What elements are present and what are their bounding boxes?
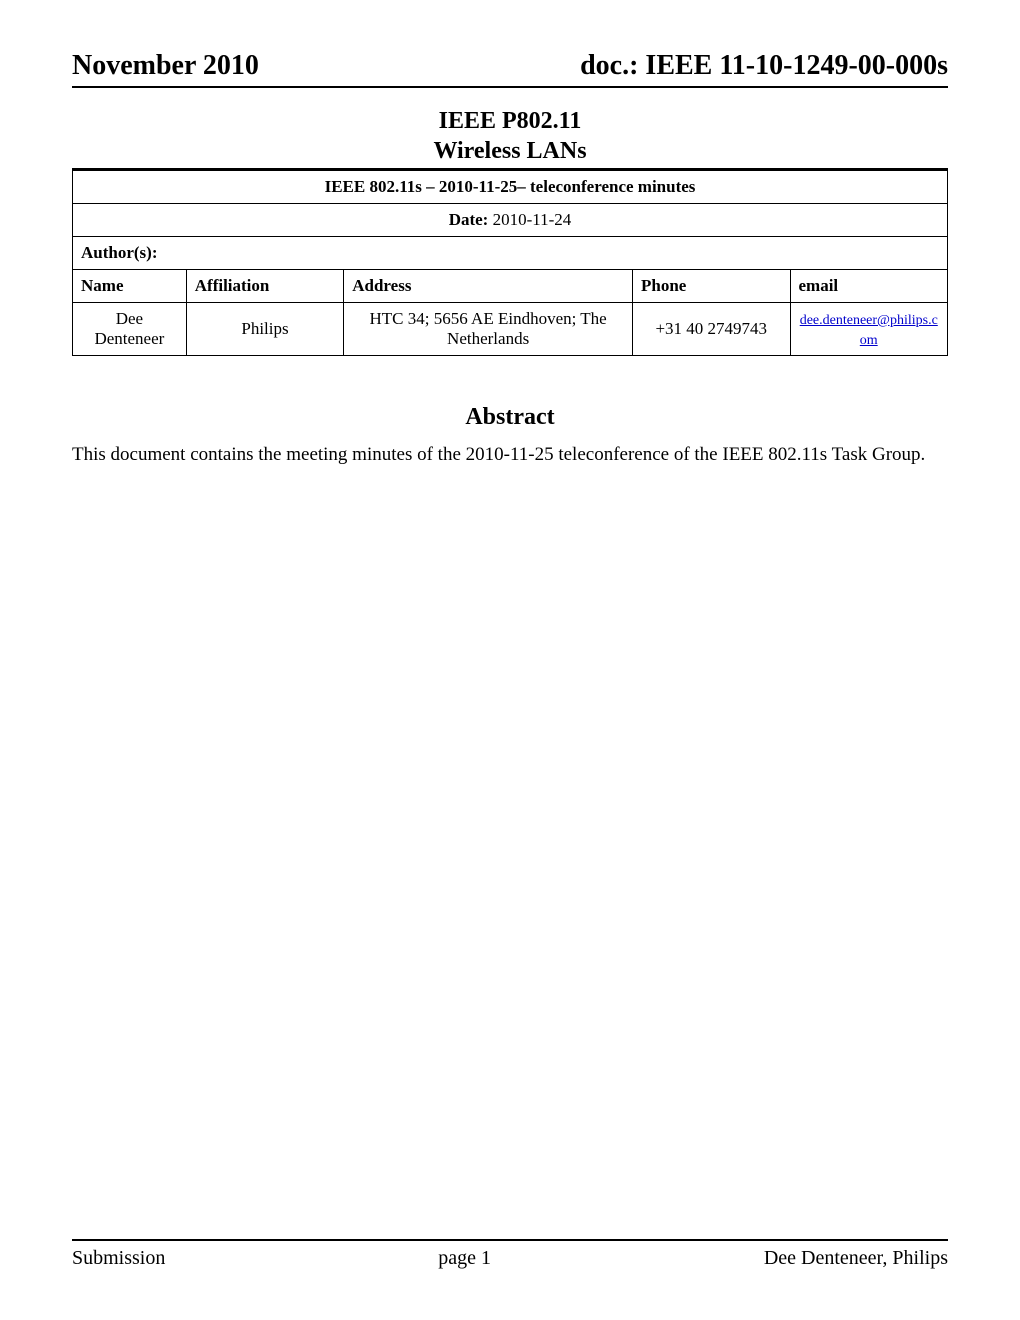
title-block: IEEE P802.11 Wireless LANs [72,106,948,170]
col-header-affiliation: Affiliation [186,270,344,303]
page-footer: Submission page 1 Dee Denteneer, Philips [72,1239,948,1270]
author-email-link[interactable]: dee.denteneer@philips.com [800,313,938,348]
date-label: Date: [449,210,489,229]
document-meta-table: IEEE 802.11s – 2010-11-25– teleconferenc… [72,170,948,356]
abstract-body: This document contains the meeting minut… [72,443,948,468]
footer-center: page 1 [438,1247,491,1270]
doc-title-cell: IEEE 802.11s – 2010-11-25– teleconferenc… [73,171,948,204]
col-header-address: Address [344,270,633,303]
date-value: 2010-11-24 [488,210,571,229]
footer-left: Submission [72,1247,165,1270]
abstract-heading: Abstract [72,404,948,431]
author-address: HTC 34; 5656 AE Eindhoven; The Netherlan… [344,303,633,356]
author-name: Dee Denteneer [73,303,187,356]
header-doc-id: doc.: IEEE 11-10-1249-00-000s [580,50,948,82]
col-header-email: email [790,270,948,303]
col-header-phone: Phone [633,270,791,303]
doc-date-cell: Date: 2010-11-24 [73,204,948,237]
author-phone: +31 40 2749743 [633,303,791,356]
author-row: Dee Denteneer Philips HTC 34; 5656 AE Ei… [73,303,948,356]
footer-right: Dee Denteneer, Philips [764,1247,948,1270]
col-header-name: Name [73,270,187,303]
title-line-2: Wireless LANs [72,136,948,170]
page-header: November 2010 doc.: IEEE 11-10-1249-00-0… [72,50,948,88]
title-line-1: IEEE P802.11 [72,106,948,136]
header-date: November 2010 [72,50,259,82]
author-email-cell: dee.denteneer@philips.com [790,303,948,356]
author-affiliation: Philips [186,303,344,356]
authors-label-cell: Author(s): [73,237,948,270]
